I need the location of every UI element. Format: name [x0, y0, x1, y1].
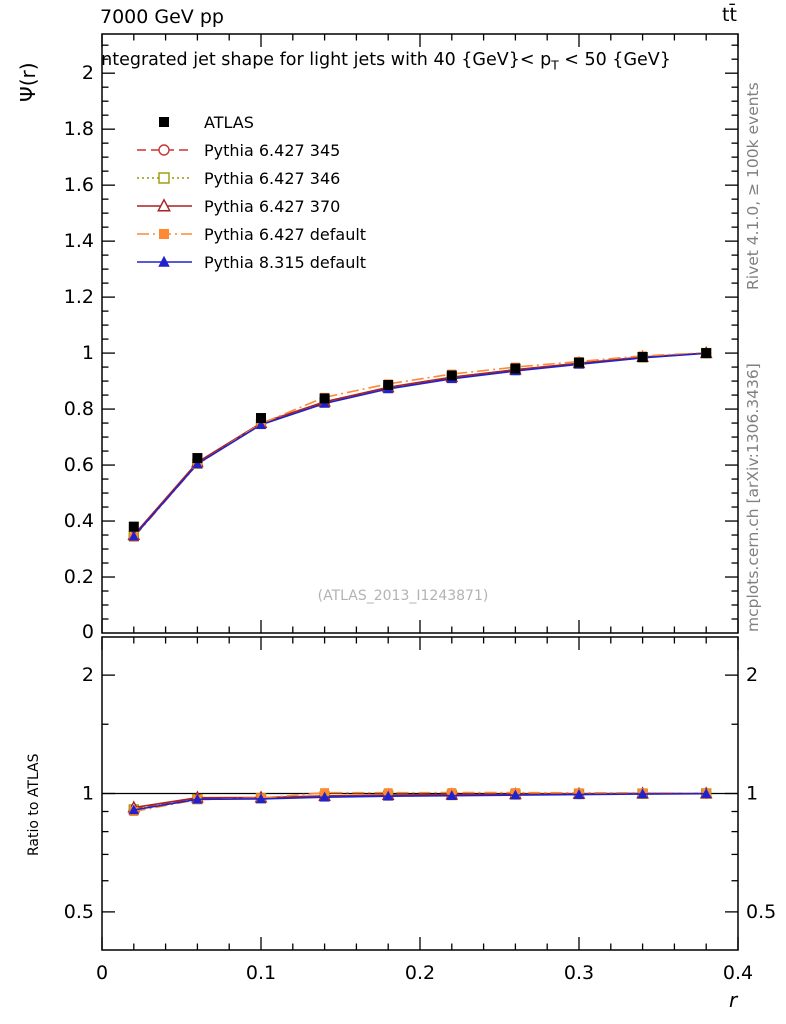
- ratio-marker-pythia-8-315-default: [128, 804, 139, 815]
- marker-atlas: [128, 521, 139, 532]
- y-tick-label-main: 1.6: [64, 174, 94, 196]
- legend-entry-pythia-6-427-370: Pythia 6.427 370: [137, 197, 340, 216]
- curve-pythia-6-427-345: [133, 352, 707, 537]
- y-axis-label-ratio: Ratio to ATLAS: [26, 753, 42, 856]
- ratio-marker-pythia-8-315-default: [383, 790, 394, 801]
- y-tick-label-main: 1: [82, 342, 94, 364]
- marker-atlas: [574, 357, 584, 368]
- plot-title: Integrated jet shape for light jets with…: [102, 50, 738, 76]
- ratio-marker-pythia-8-315-default: [446, 790, 457, 801]
- y-axis-label-main: Ψ(r): [16, 62, 40, 102]
- marker-pythia-8-315-default: [192, 458, 203, 469]
- curve-pythia-6-427-default: [133, 352, 707, 538]
- ratio-tick-label-left: 1: [82, 783, 94, 805]
- legend-marker-pythia-6-427-345: [158, 144, 170, 156]
- y-tick-label-main: 0: [82, 621, 94, 643]
- ratio-marker-pythia-8-315-default: [192, 793, 203, 804]
- ratio-marker-pythia-8-315-default: [701, 788, 712, 798]
- ratio-tick-label-left: 2: [82, 664, 94, 686]
- process-label: tt̄: [722, 4, 737, 26]
- y-tick-label-main: 1.2: [64, 286, 94, 308]
- legend-label: Pythia 6.427 370: [204, 197, 340, 216]
- x-tick-label: 0.4: [723, 962, 753, 984]
- legend-label: Pythia 6.427 346: [204, 169, 340, 188]
- marker-atlas: [319, 393, 330, 404]
- x-tick-label: 0.1: [246, 962, 276, 984]
- legend-entry-atlas: ATLAS: [159, 113, 254, 132]
- y-tick-label-main: 0.8: [64, 398, 94, 420]
- ratio-marker-pythia-8-315-default: [637, 788, 648, 799]
- ratio-marker-pythia-8-315-default: [573, 788, 585, 799]
- rivet-version-label: Rivet 4.1.0, ≥ 100k events: [744, 82, 762, 290]
- ratio-marker-pythia-8-315-default: [255, 793, 267, 804]
- legend-entry-pythia-6-427-345: Pythia 6.427 345: [137, 141, 340, 160]
- legend-entry-pythia-6-427-346: Pythia 6.427 346: [137, 169, 340, 188]
- ratio-curve-pythia-8-315-default: [133, 792, 707, 811]
- legend-marker-atlas: [159, 117, 169, 127]
- y-tick-label-main: 2: [82, 62, 94, 84]
- x-tick-label: 0: [96, 962, 108, 984]
- beam-energy-label: 7000 GeV pp: [100, 6, 224, 28]
- marker-atlas: [510, 363, 521, 374]
- y-tick-label-main: 1.4: [64, 230, 94, 252]
- curve-pythia-6-427-346: [133, 352, 707, 537]
- legend-label: Pythia 8.315 default: [204, 253, 366, 272]
- legend-entry-pythia-6-427-default: Pythia 6.427 default: [137, 225, 366, 244]
- y-tick-label-main: 0.6: [64, 454, 94, 476]
- marker-atlas: [256, 413, 266, 424]
- ratio-tick-label-right: 2: [746, 664, 758, 686]
- plot-title-post: < 50 {GeV}: [558, 50, 671, 70]
- curve-pythia-6-427-370: [133, 352, 707, 536]
- mcplots-credit-label: mcplots.cern.ch [arXiv:1306.3436]: [744, 363, 762, 632]
- marker-pythia-8-315-default: [128, 530, 139, 541]
- marker-atlas: [446, 370, 457, 381]
- ratio-marker-pythia-8-315-default: [510, 789, 521, 800]
- ratio-tick-label-right: 1: [746, 783, 758, 805]
- legend-label: Pythia 6.427 345: [204, 141, 340, 160]
- legend-marker-pythia-6-427-346: [158, 172, 170, 184]
- y-tick-label-main: 0.2: [64, 566, 94, 588]
- marker-pythia-8-315-default: [255, 419, 267, 430]
- x-tick-label: 0.2: [405, 962, 435, 984]
- plot-title-sub: T: [551, 58, 559, 73]
- legend-label: ATLAS: [204, 113, 254, 132]
- legend-label: Pythia 6.427 default: [204, 225, 366, 244]
- legend-entry-pythia-8-315-default: Pythia 8.315 default: [137, 253, 366, 272]
- marker-atlas: [192, 453, 203, 464]
- marker-atlas: [383, 380, 394, 391]
- legend-marker-pythia-6-427-default: [159, 229, 169, 239]
- ratio-marker-pythia-8-315-default: [319, 791, 330, 802]
- y-tick-label-main: 1.8: [64, 118, 94, 140]
- curve-pythia-8-315-default: [133, 352, 707, 537]
- y-tick-label-main: 0.4: [64, 510, 94, 532]
- marker-atlas: [701, 348, 712, 359]
- x-axis-label: r: [729, 988, 738, 1012]
- analysis-id-watermark: (ATLAS_2013_I1243871): [317, 588, 489, 604]
- marker-atlas: [637, 352, 648, 363]
- x-tick-label: 0.3: [564, 962, 594, 984]
- ratio-tick-label-right: 0.5: [746, 901, 776, 923]
- legend-marker-pythia-6-427-370: [157, 198, 171, 212]
- plot-title-pre: Integrated jet shape for light jets with…: [102, 50, 552, 70]
- ratio-tick-label-left: 0.5: [64, 901, 94, 923]
- main-panel-frame: [101, 33, 739, 634]
- legend-marker-pythia-8-315-default: [158, 255, 170, 267]
